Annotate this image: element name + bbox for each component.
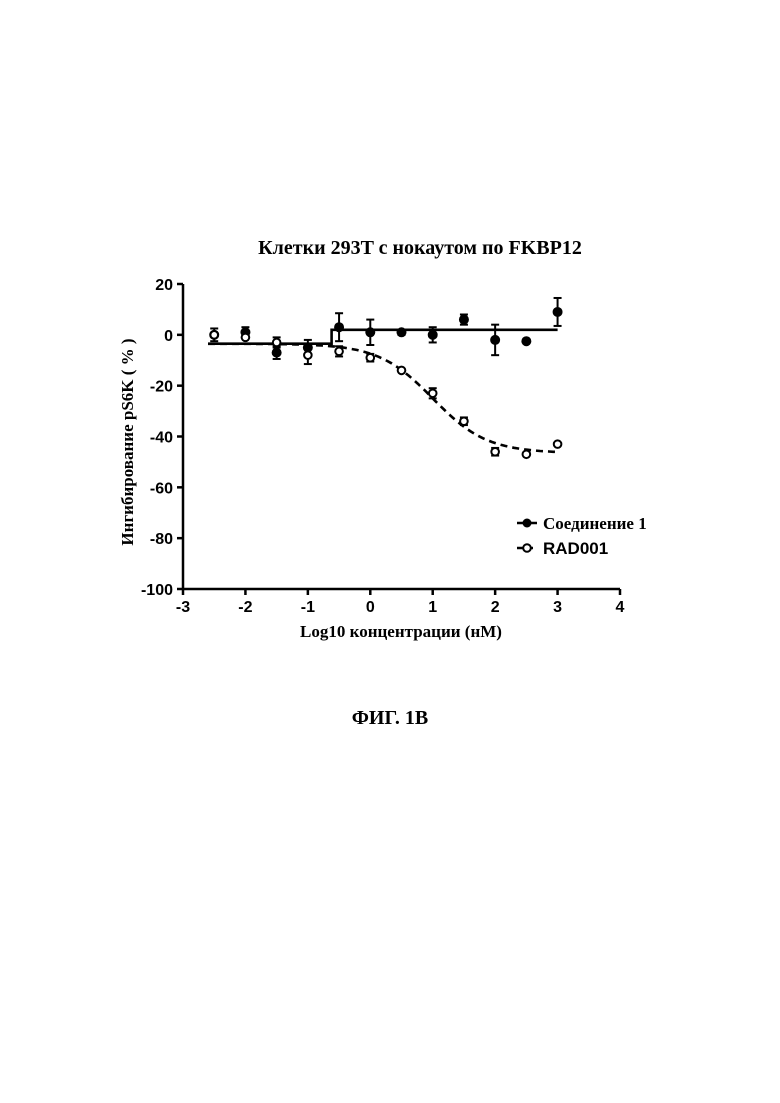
fit-line-2 [208, 344, 558, 452]
y-tick-label: -40 [150, 430, 173, 447]
y-tick-label: -80 [150, 531, 173, 548]
legend: Соединение 1 RAD001 [517, 514, 647, 558]
data-point-series-1 [428, 330, 437, 339]
data-point-series-1 [397, 328, 406, 337]
data-point-series-1 [522, 337, 531, 346]
legend-label-1: Соединение 1 [543, 514, 647, 533]
x-tick-label: 4 [616, 599, 625, 616]
data-point-series-2 [335, 348, 343, 356]
data-point-series-2 [366, 354, 374, 362]
figure-caption: ФИГ. 1B [352, 707, 429, 729]
chart-title: Клетки 293T с нокаутом по FKBP12 [258, 237, 582, 259]
plot-area: -3 -2 -1 0 1 2 3 4 20 0 -20 -40 -60 -80 -100 [141, 277, 625, 616]
data-point-series-2 [398, 367, 406, 375]
data-point-series-2 [460, 417, 468, 425]
y-tick-label: -100 [141, 582, 173, 599]
data-point-series-1 [366, 328, 375, 337]
data-point-series-1 [553, 307, 562, 316]
legend-marker-1 [523, 519, 532, 528]
x-tick-label: -3 [176, 599, 190, 616]
data-point-series-2 [429, 389, 437, 397]
x-tick-label: 2 [491, 599, 500, 616]
data-point-series-2 [491, 448, 499, 456]
data-point-series-2 [523, 450, 531, 458]
data-point-series-2 [242, 334, 250, 342]
x-tick-label: 1 [428, 599, 437, 616]
data-point-series-2 [273, 339, 281, 347]
x-tick-label: -1 [301, 599, 315, 616]
data-point-series-2 [304, 351, 312, 359]
data-point-series-1 [491, 335, 500, 344]
x-tick-label: 0 [366, 599, 375, 616]
x-tick-label: -2 [238, 599, 252, 616]
data-point-series-1 [272, 348, 281, 357]
x-tick-label: 3 [553, 599, 562, 616]
y-tick-label: 0 [164, 328, 173, 345]
data-point-series-1 [459, 315, 468, 324]
y-tick-label: -20 [150, 379, 173, 396]
legend-label-2: RAD001 [543, 539, 608, 558]
y-axis-label: Ингибирование pS6K ( % ) [118, 338, 137, 545]
data-point-series-2 [210, 331, 218, 339]
y-tick-label: 20 [155, 277, 173, 294]
fit-line-1 [208, 330, 558, 344]
y-tick-label: -60 [150, 480, 173, 497]
x-axis-label: Log10 концентрации (нМ) [300, 622, 502, 641]
data-point-series-2 [554, 440, 562, 448]
legend-marker-2 [523, 544, 531, 552]
data-point-series-1 [335, 323, 344, 332]
